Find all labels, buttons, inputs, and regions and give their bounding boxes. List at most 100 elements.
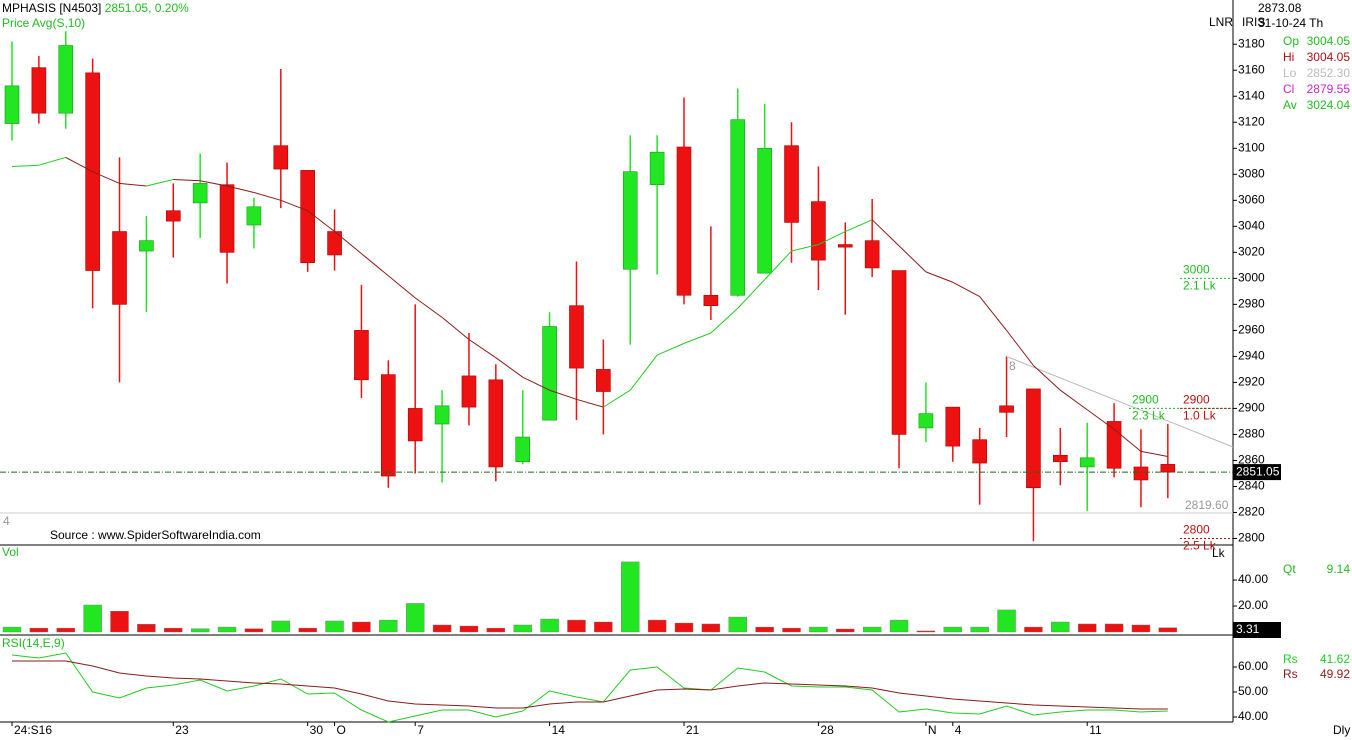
ma-segment — [549, 389, 577, 400]
ma-segment — [818, 231, 846, 245]
volume-bar — [486, 627, 506, 633]
y-tick-label: 2900 — [1238, 401, 1265, 415]
y-tick-label: 2960 — [1238, 323, 1265, 337]
candle-body — [515, 436, 531, 463]
trendline — [1007, 356, 1234, 448]
level-price: 2800 — [1183, 523, 1210, 537]
y-tick-label: 60.00 — [1238, 659, 1268, 673]
info-value: 2879.55 — [1307, 82, 1351, 96]
candle-body — [837, 244, 853, 248]
ma-segment — [1060, 389, 1088, 411]
volume-bar — [110, 611, 129, 633]
volume-bar — [29, 627, 49, 633]
candle-body — [354, 330, 369, 381]
ma-segment — [656, 342, 685, 356]
volume-bar — [647, 619, 667, 633]
symbol: MPHASIS [N4503] — [2, 1, 101, 15]
volume-bar — [2, 626, 22, 633]
ma-segment — [603, 389, 631, 408]
volume-bar — [217, 626, 237, 633]
candle-body — [192, 183, 208, 204]
y-tick-label: 2860 — [1238, 453, 1265, 467]
info-label: Av — [1283, 98, 1297, 112]
candle-body — [407, 408, 423, 442]
ma-segment — [898, 245, 927, 273]
ma-segment — [468, 339, 497, 359]
y-tick-label: 2800 — [1238, 531, 1265, 545]
candle-body — [488, 379, 504, 468]
candle-body — [864, 240, 880, 269]
y-tick-label: 2840 — [1238, 479, 1265, 493]
volume-bar — [432, 624, 452, 633]
candle-body — [972, 439, 987, 464]
candle-body — [273, 145, 289, 170]
ma-segment — [119, 182, 147, 187]
volume-bar — [594, 621, 613, 633]
level-qty: 2.3 Lk — [1132, 409, 1166, 423]
x-tick-label: 21 — [686, 723, 700, 737]
annotation: Lk — [1212, 546, 1226, 560]
x-tick-label: 4 — [955, 723, 962, 737]
volume-bar — [1024, 626, 1043, 633]
candle-body — [434, 405, 450, 425]
rsi-name: Rs — [1283, 667, 1298, 681]
volume-bar — [56, 627, 75, 633]
rsi-current: 41.62 — [1320, 652, 1350, 666]
y-tick-label: 3000 — [1238, 271, 1265, 285]
y-tick-label: 3120 — [1238, 114, 1265, 128]
candle-body — [112, 231, 127, 305]
candle-body — [784, 145, 799, 223]
candle-body — [676, 146, 692, 296]
info-value: 3024.04 — [1307, 98, 1351, 112]
volume-bar — [728, 616, 747, 633]
qty-label: Qt — [1283, 562, 1296, 576]
ma-segment — [11, 164, 39, 167]
legend: Price Avg(S,10) — [2, 16, 85, 30]
candle-body — [596, 369, 611, 392]
y-tick-label: 2920 — [1238, 375, 1265, 389]
ma-segment — [952, 281, 980, 298]
info-label: Hi — [1283, 50, 1294, 64]
volume-bar — [916, 630, 936, 633]
volume-bar — [997, 609, 1016, 633]
title: MPHASIS [N4503] 2851.05, 0.20% — [2, 1, 189, 15]
candle-body — [1133, 466, 1149, 481]
ma-segment — [146, 179, 174, 187]
y-tick-label: 3160 — [1238, 62, 1265, 76]
last-volume-label: 3.31 — [1236, 622, 1260, 636]
ma-segment — [65, 156, 93, 173]
candle-body — [730, 119, 746, 296]
price: 2851.05, — [105, 1, 152, 15]
candle-body — [4, 85, 20, 124]
ma-segment — [1140, 450, 1168, 458]
volume-bar — [809, 626, 828, 633]
ma-segment — [710, 307, 739, 334]
candle-body — [999, 405, 1014, 413]
y-tick-label: 3100 — [1238, 140, 1265, 154]
ma-segment — [925, 271, 953, 283]
header-label: IRIS — [1242, 15, 1265, 29]
candle-body — [622, 171, 638, 270]
volume-bar — [1104, 623, 1124, 633]
level-price: 3000 — [1183, 263, 1210, 277]
ma-segment — [629, 354, 658, 391]
header-label: LNR — [1209, 15, 1233, 29]
candle-body — [139, 240, 154, 252]
x-tick-label: 11 — [1089, 723, 1102, 737]
ma-segment — [522, 376, 550, 391]
y-tick-label: 3080 — [1238, 166, 1265, 180]
x-tick-label: 24:S16 — [14, 723, 52, 737]
y-tick-label: 2880 — [1238, 427, 1265, 441]
volume-bar — [459, 625, 479, 633]
volume-bar — [1051, 621, 1070, 633]
ma-segment — [334, 231, 362, 255]
y-tick-label: 3020 — [1238, 245, 1265, 259]
candle-body — [1026, 388, 1041, 489]
ma-segment — [388, 275, 416, 299]
candle-body — [58, 45, 74, 114]
ma-segment — [280, 199, 308, 212]
candle-body — [918, 413, 934, 429]
info-label: Cl — [1283, 82, 1294, 96]
last-price-box — [1233, 464, 1281, 481]
